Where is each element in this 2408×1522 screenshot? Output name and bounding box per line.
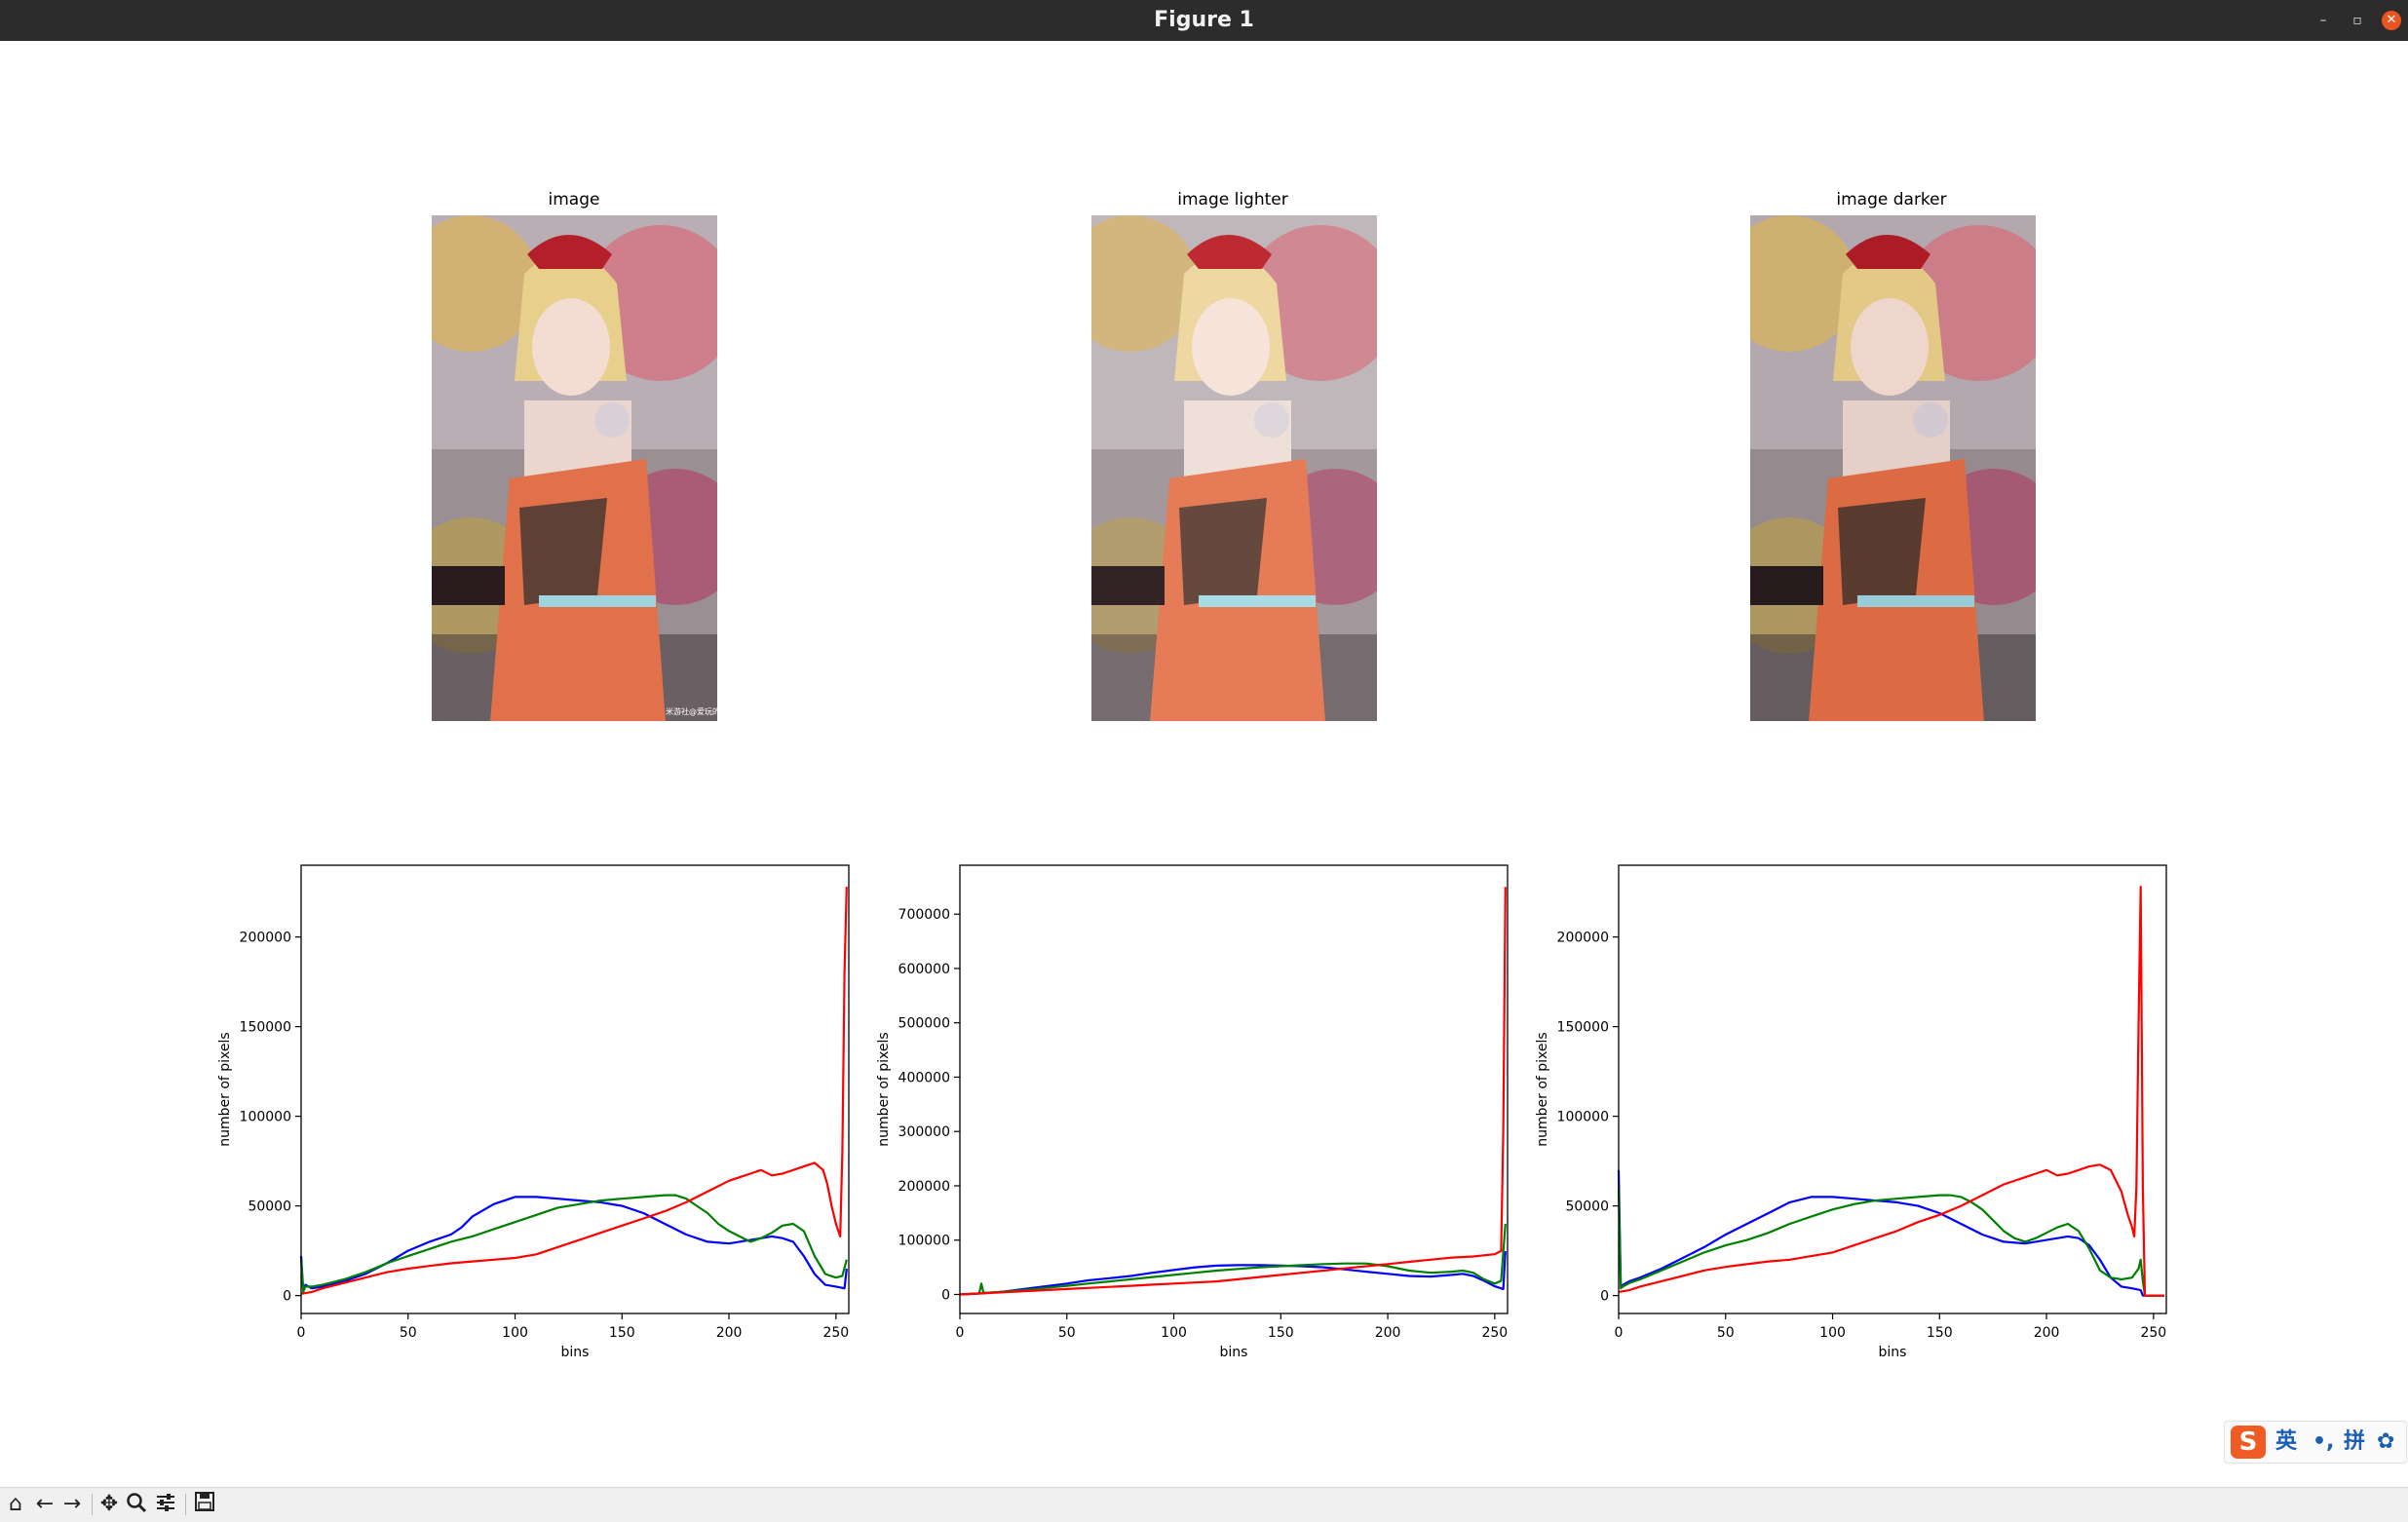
y-tick-label: 300000 <box>898 1124 950 1140</box>
y-tick-label: 50000 <box>248 1199 291 1215</box>
histogram-image-lighter: 0 50 100 150 200 250 0 100000 200000 300000 400000… <box>876 864 1509 1360</box>
panel-title-image-lighter: image lighter <box>1177 190 1288 209</box>
plot-area <box>301 865 849 1313</box>
x-tick-label: 200 <box>716 1325 743 1341</box>
x-tick-label: 250 <box>2140 1325 2166 1341</box>
x-axis-label: bins <box>561 1345 590 1360</box>
y-tick-label: 0 <box>283 1289 291 1305</box>
y-tick-label: 0 <box>1600 1289 1609 1305</box>
series-line-2 <box>1618 885 2164 1297</box>
series-line-2 <box>300 887 848 1295</box>
close-button[interactable]: ✕ <box>2382 11 2401 30</box>
photo-darker <box>1750 215 2036 721</box>
panel-title-image-darker: image darker <box>1836 190 1947 209</box>
y-tick-label: 600000 <box>898 962 950 977</box>
x-tick-label: 100 <box>1161 1325 1187 1341</box>
x-axis-label: bins <box>1879 1345 1907 1360</box>
ime-status-bar[interactable]: S 英 •, 拼 ✿ <box>2224 1421 2407 1464</box>
x-tick-label: 0 <box>956 1325 965 1341</box>
series-line-1 <box>299 1194 848 1293</box>
x-tick-label: 100 <box>1819 1325 1846 1341</box>
ime-method-toggle[interactable]: 拼 <box>2344 1429 2366 1454</box>
ime-settings-icon[interactable]: ✿ <box>2377 1429 2395 1454</box>
configure-subplots-icon[interactable] <box>152 1491 179 1518</box>
x-tick-label: 250 <box>822 1325 849 1341</box>
series-line-0 <box>959 1250 1507 1296</box>
x-tick-label: 150 <box>1927 1325 1953 1341</box>
y-tick-label: 200000 <box>1557 931 1609 946</box>
x-tick-label: 150 <box>609 1325 635 1341</box>
axes-frame <box>959 864 1509 1314</box>
ime-punct-toggle[interactable]: •, <box>2312 1429 2335 1454</box>
toolbar-separator <box>185 1494 186 1515</box>
x-tick-label: 50 <box>1717 1325 1735 1341</box>
plot-area <box>1619 865 2166 1313</box>
navigation-toolbar: ⌂ ← → ✥ <box>0 1487 2408 1522</box>
x-tick-label: 0 <box>297 1325 306 1341</box>
series-line-2 <box>959 887 1507 1296</box>
y-tick-label: 100000 <box>1557 1110 1609 1125</box>
y-tick-label: 150000 <box>1557 1020 1609 1036</box>
axes-frame <box>300 864 850 1314</box>
series-line-1 <box>1617 1188 2164 1297</box>
y-tick-label: 500000 <box>898 1016 950 1032</box>
forward-icon[interactable]: → <box>62 1492 82 1516</box>
y-tick-label: 200000 <box>240 931 291 946</box>
series-line-0 <box>1617 1169 2164 1297</box>
panel-title-image: image <box>548 190 600 209</box>
maximize-button[interactable]: ▫ <box>2352 13 2362 28</box>
save-icon[interactable] <box>191 1491 218 1518</box>
y-tick-label: 400000 <box>898 1070 950 1085</box>
y-tick-label: 100000 <box>898 1234 950 1249</box>
y-tick-label: 50000 <box>1565 1199 1609 1215</box>
pan-icon[interactable]: ✥ <box>99 1492 119 1516</box>
x-tick-label: 200 <box>2034 1325 2060 1341</box>
minimize-button[interactable]: – <box>2319 13 2327 28</box>
x-tick-label: 50 <box>1058 1325 1076 1341</box>
home-icon[interactable]: ⌂ <box>9 1492 22 1516</box>
y-tick-label: 200000 <box>898 1179 950 1195</box>
photo-watermark: 米游社@爱玩的 <box>666 706 717 716</box>
plot-area <box>960 865 1508 1313</box>
x-tick-label: 200 <box>1375 1325 1401 1341</box>
x-tick-label: 250 <box>1481 1325 1508 1341</box>
y-tick-label: 0 <box>941 1287 950 1303</box>
photo-original: 米游社@爱玩的 <box>432 215 717 721</box>
figure-canvas: image image lighter image darker 米游社@爱玩的 <box>0 41 2408 1487</box>
toolbar-separator <box>92 1494 93 1515</box>
y-tick-label: 150000 <box>240 1020 291 1036</box>
back-icon[interactable]: ← <box>35 1492 55 1516</box>
y-axis-label: number of pixels <box>217 1032 233 1146</box>
ime-mode-toggle[interactable]: 英 <box>2275 1429 2298 1454</box>
ime-logo: S <box>2231 1426 2266 1459</box>
y-tick-label: 100000 <box>240 1110 291 1125</box>
photo-drawing: 米游社@爱玩的 <box>432 215 717 721</box>
histogram-image-darker: 0 50 100 150 200 250 0 50000 100000 150000 200000 b… <box>1535 864 2167 1360</box>
window-title: Figure 1 <box>1154 8 1254 32</box>
axes-frame <box>1618 864 2167 1314</box>
photo-lighter <box>1091 215 1377 721</box>
histogram-image: 0 50 100 150 200 250 0 50000 100000 150000 200000 b… <box>217 864 850 1360</box>
x-tick-label: 100 <box>502 1325 528 1341</box>
series-line-0 <box>299 1196 848 1292</box>
y-tick-label: 700000 <box>898 907 950 923</box>
window-titlebar: Figure 1 – ▫ ✕ <box>0 0 2408 41</box>
y-axis-label: number of pixels <box>1535 1032 1550 1146</box>
zoom-icon[interactable] <box>123 1491 150 1518</box>
y-axis-label: number of pixels <box>876 1032 892 1146</box>
x-tick-label: 150 <box>1268 1325 1294 1341</box>
x-tick-label: 0 <box>1615 1325 1624 1341</box>
x-axis-label: bins <box>1220 1345 1248 1360</box>
x-tick-label: 50 <box>400 1325 417 1341</box>
